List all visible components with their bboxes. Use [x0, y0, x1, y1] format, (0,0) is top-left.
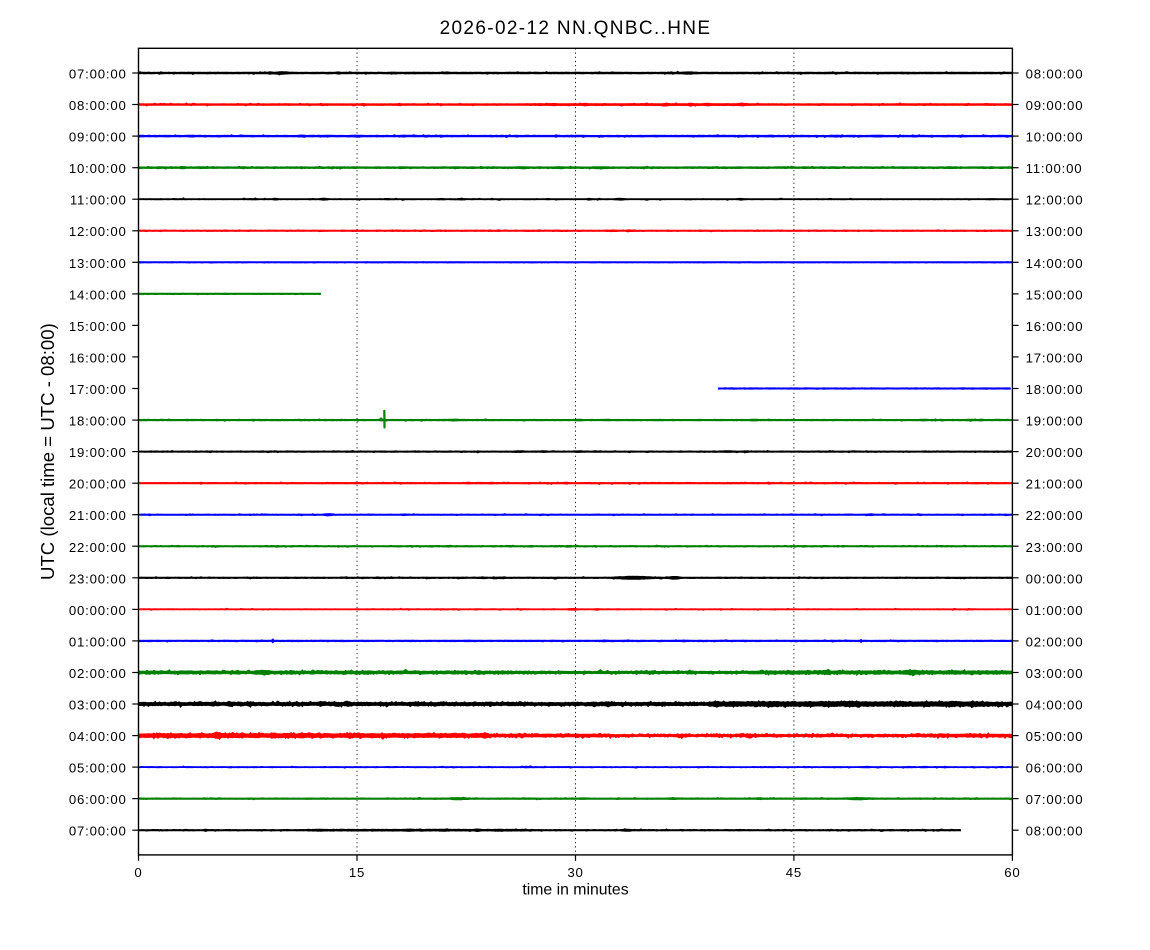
svg-text:13:00:00: 13:00:00 — [69, 256, 127, 271]
svg-text:13:00:00: 13:00:00 — [1026, 224, 1084, 239]
svg-text:UTC (local time = UTC - 08:00): UTC (local time = UTC - 08:00) — [37, 323, 58, 580]
svg-text:15: 15 — [349, 865, 365, 880]
svg-text:time in minutes: time in minutes — [522, 882, 628, 899]
svg-text:02:00:00: 02:00:00 — [69, 666, 127, 681]
svg-text:08:00:00: 08:00:00 — [1026, 824, 1084, 839]
svg-text:09:00:00: 09:00:00 — [69, 130, 127, 145]
svg-text:00:00:00: 00:00:00 — [1026, 571, 1084, 586]
svg-text:17:00:00: 17:00:00 — [69, 382, 127, 397]
svg-text:23:00:00: 23:00:00 — [69, 571, 127, 586]
svg-text:45: 45 — [786, 865, 802, 880]
svg-text:23:00:00: 23:00:00 — [1026, 540, 1084, 555]
svg-text:14:00:00: 14:00:00 — [69, 287, 127, 302]
svg-text:19:00:00: 19:00:00 — [1026, 414, 1084, 429]
svg-text:60: 60 — [1004, 865, 1020, 880]
svg-text:09:00:00: 09:00:00 — [1026, 98, 1084, 113]
svg-text:10:00:00: 10:00:00 — [69, 161, 127, 176]
svg-text:21:00:00: 21:00:00 — [1026, 477, 1084, 492]
svg-text:21:00:00: 21:00:00 — [69, 508, 127, 523]
svg-text:30: 30 — [567, 865, 583, 880]
svg-text:07:00:00: 07:00:00 — [69, 67, 127, 82]
svg-text:20:00:00: 20:00:00 — [1026, 445, 1084, 460]
svg-text:08:00:00: 08:00:00 — [1026, 67, 1084, 82]
svg-text:2026-02-12 NN.QNBC..HNE: 2026-02-12 NN.QNBC..HNE — [440, 18, 712, 39]
svg-text:14:00:00: 14:00:00 — [1026, 256, 1084, 271]
svg-text:15:00:00: 15:00:00 — [69, 319, 127, 334]
svg-text:07:00:00: 07:00:00 — [1026, 792, 1084, 807]
svg-text:12:00:00: 12:00:00 — [69, 224, 127, 239]
svg-text:01:00:00: 01:00:00 — [1026, 603, 1084, 618]
svg-text:22:00:00: 22:00:00 — [1026, 508, 1084, 523]
svg-text:04:00:00: 04:00:00 — [1026, 698, 1084, 713]
svg-text:15:00:00: 15:00:00 — [1026, 287, 1084, 302]
svg-text:04:00:00: 04:00:00 — [69, 729, 127, 744]
svg-text:03:00:00: 03:00:00 — [69, 698, 127, 713]
svg-text:06:00:00: 06:00:00 — [1026, 761, 1084, 776]
svg-text:03:00:00: 03:00:00 — [1026, 666, 1084, 681]
svg-text:02:00:00: 02:00:00 — [1026, 634, 1084, 649]
svg-text:11:00:00: 11:00:00 — [1026, 161, 1083, 176]
svg-text:22:00:00: 22:00:00 — [69, 540, 127, 555]
svg-text:16:00:00: 16:00:00 — [1026, 319, 1084, 334]
svg-text:18:00:00: 18:00:00 — [1026, 382, 1084, 397]
svg-text:05:00:00: 05:00:00 — [1026, 729, 1084, 744]
svg-text:20:00:00: 20:00:00 — [69, 477, 127, 492]
svg-text:07:00:00: 07:00:00 — [69, 824, 127, 839]
svg-text:11:00:00: 11:00:00 — [70, 193, 127, 208]
svg-text:18:00:00: 18:00:00 — [69, 414, 127, 429]
svg-text:0: 0 — [134, 865, 142, 880]
svg-text:00:00:00: 00:00:00 — [69, 603, 127, 618]
svg-text:16:00:00: 16:00:00 — [69, 350, 127, 365]
svg-text:12:00:00: 12:00:00 — [1026, 193, 1084, 208]
svg-text:06:00:00: 06:00:00 — [69, 792, 127, 807]
svg-text:19:00:00: 19:00:00 — [69, 445, 127, 460]
svg-text:17:00:00: 17:00:00 — [1026, 350, 1084, 365]
svg-text:01:00:00: 01:00:00 — [69, 634, 127, 649]
svg-text:08:00:00: 08:00:00 — [69, 98, 127, 113]
svg-text:10:00:00: 10:00:00 — [1026, 130, 1084, 145]
svg-text:05:00:00: 05:00:00 — [69, 761, 127, 776]
